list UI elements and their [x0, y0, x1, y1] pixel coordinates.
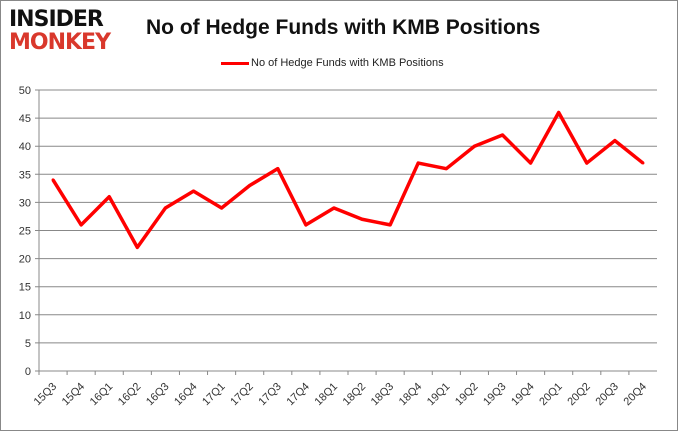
y-tick-label: 20 [19, 254, 31, 266]
data-point [501, 133, 504, 137]
data-point [472, 144, 476, 148]
data-point [79, 223, 83, 227]
data-point [163, 206, 167, 210]
y-tick-label: 10 [19, 310, 31, 322]
x-tick-label: 19Q2 [453, 381, 481, 409]
x-tick-label: 16Q2 [116, 381, 144, 409]
data-point [220, 206, 224, 210]
x-tick-label: 20Q3 [593, 381, 621, 409]
legend-label: No of Hedge Funds with KMB Positions [251, 57, 444, 69]
data-point [388, 223, 392, 227]
data-point [613, 139, 617, 143]
series-line [51, 110, 645, 250]
data-point [360, 217, 364, 221]
x-tick-label: 20Q1 [537, 381, 565, 409]
x-tick-label: 15Q3 [32, 381, 60, 409]
x-tick-label: 19Q3 [481, 381, 509, 409]
y-tick-label: 15 [19, 282, 31, 294]
data-point [332, 206, 336, 210]
data-point [192, 189, 195, 193]
x-tick-label: 20Q4 [622, 381, 650, 409]
x-tick-label: 16Q1 [88, 381, 116, 409]
data-point [585, 161, 589, 165]
chart-title: No of Hedge Funds with KMB Positions [146, 16, 541, 39]
logo-line1: INSIDER [9, 7, 104, 32]
y-tick-label: 5 [25, 338, 31, 350]
logo-line2: MONKEY [9, 30, 111, 55]
x-tick-label: 18Q3 [369, 381, 397, 409]
data-point [641, 161, 645, 165]
data-point [276, 167, 280, 171]
y-tick-label: 35 [19, 169, 31, 181]
x-tick-label: 17Q3 [256, 381, 284, 409]
x-tick-label: 18Q4 [397, 381, 425, 409]
legend: No of Hedge Funds with KMB Positions [221, 57, 444, 69]
legend-swatch [221, 61, 249, 65]
x-tick-label: 17Q2 [228, 381, 256, 409]
x-tick-label: 20Q2 [565, 381, 593, 409]
x-tick-label: 18Q2 [341, 381, 369, 409]
x-tick-label: 16Q3 [144, 381, 172, 409]
data-point [51, 178, 55, 182]
y-tick-label: 50 [19, 85, 31, 97]
y-tick-label: 45 [19, 113, 31, 125]
data-point [248, 184, 252, 188]
data-point [529, 161, 533, 165]
insider-monkey-logo: INSIDER MONKEY [9, 9, 127, 57]
x-tick-label: 15Q4 [60, 381, 88, 409]
y-tick-label: 25 [19, 226, 31, 238]
data-point [557, 110, 561, 114]
x-tick-label: 18Q1 [313, 381, 341, 409]
x-tick-label: 17Q1 [200, 381, 228, 409]
x-tick-label: 19Q1 [425, 381, 453, 409]
y-tick-label: 40 [19, 141, 31, 153]
data-point [416, 161, 420, 165]
data-point [135, 245, 139, 249]
x-tick-label: 16Q4 [172, 381, 200, 409]
y-tick-label: 0 [25, 366, 31, 378]
data-point [444, 167, 448, 171]
data-point [304, 223, 308, 227]
data-point [107, 195, 111, 199]
x-tick-label: 17Q4 [284, 381, 312, 409]
y-tick-label: 30 [19, 197, 31, 209]
x-tick-label: 19Q4 [509, 381, 537, 409]
